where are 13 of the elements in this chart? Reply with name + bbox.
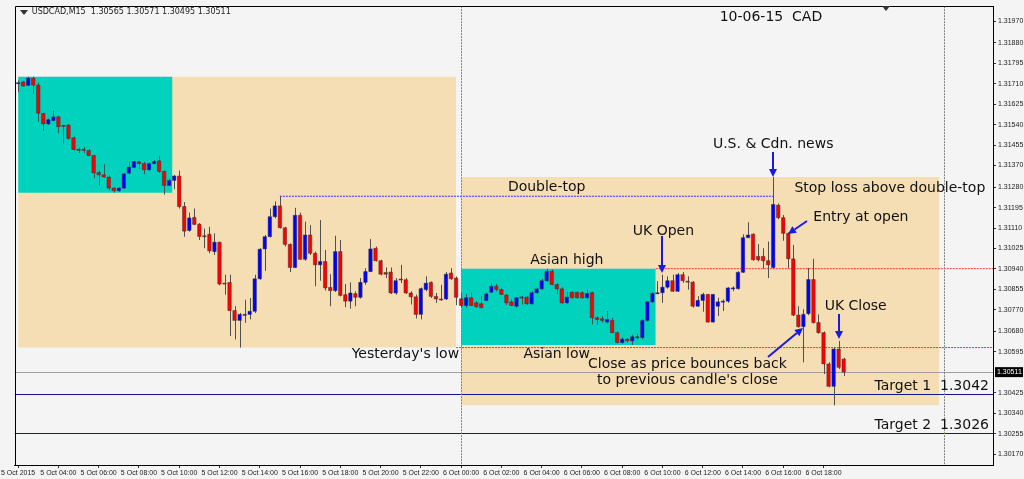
- chart-subtitle: USDCAD,M15 1.30565 1.30571 1.30495 1.30511: [31, 7, 231, 17]
- annotation: Stop loss above double-top: [794, 178, 986, 195]
- annotation: Asian high: [530, 251, 604, 268]
- annotation: UK Close: [824, 296, 887, 313]
- chart-title: 10-06-15 CAD: [719, 7, 823, 24]
- annotation: Close as price bounces back to previous candle's close: [588, 354, 788, 387]
- annotation: Double-top: [507, 177, 586, 194]
- ref-line-label: Target 1 1.3042: [873, 377, 989, 394]
- ref-line-label: Target 2 1.3026: [873, 415, 990, 432]
- annotation: UK Open: [632, 222, 695, 239]
- annotation: Entry at open: [813, 208, 909, 225]
- annotation: U.S. & Cdn. news: [712, 134, 834, 151]
- annotation: Yesterday's low: [350, 345, 460, 362]
